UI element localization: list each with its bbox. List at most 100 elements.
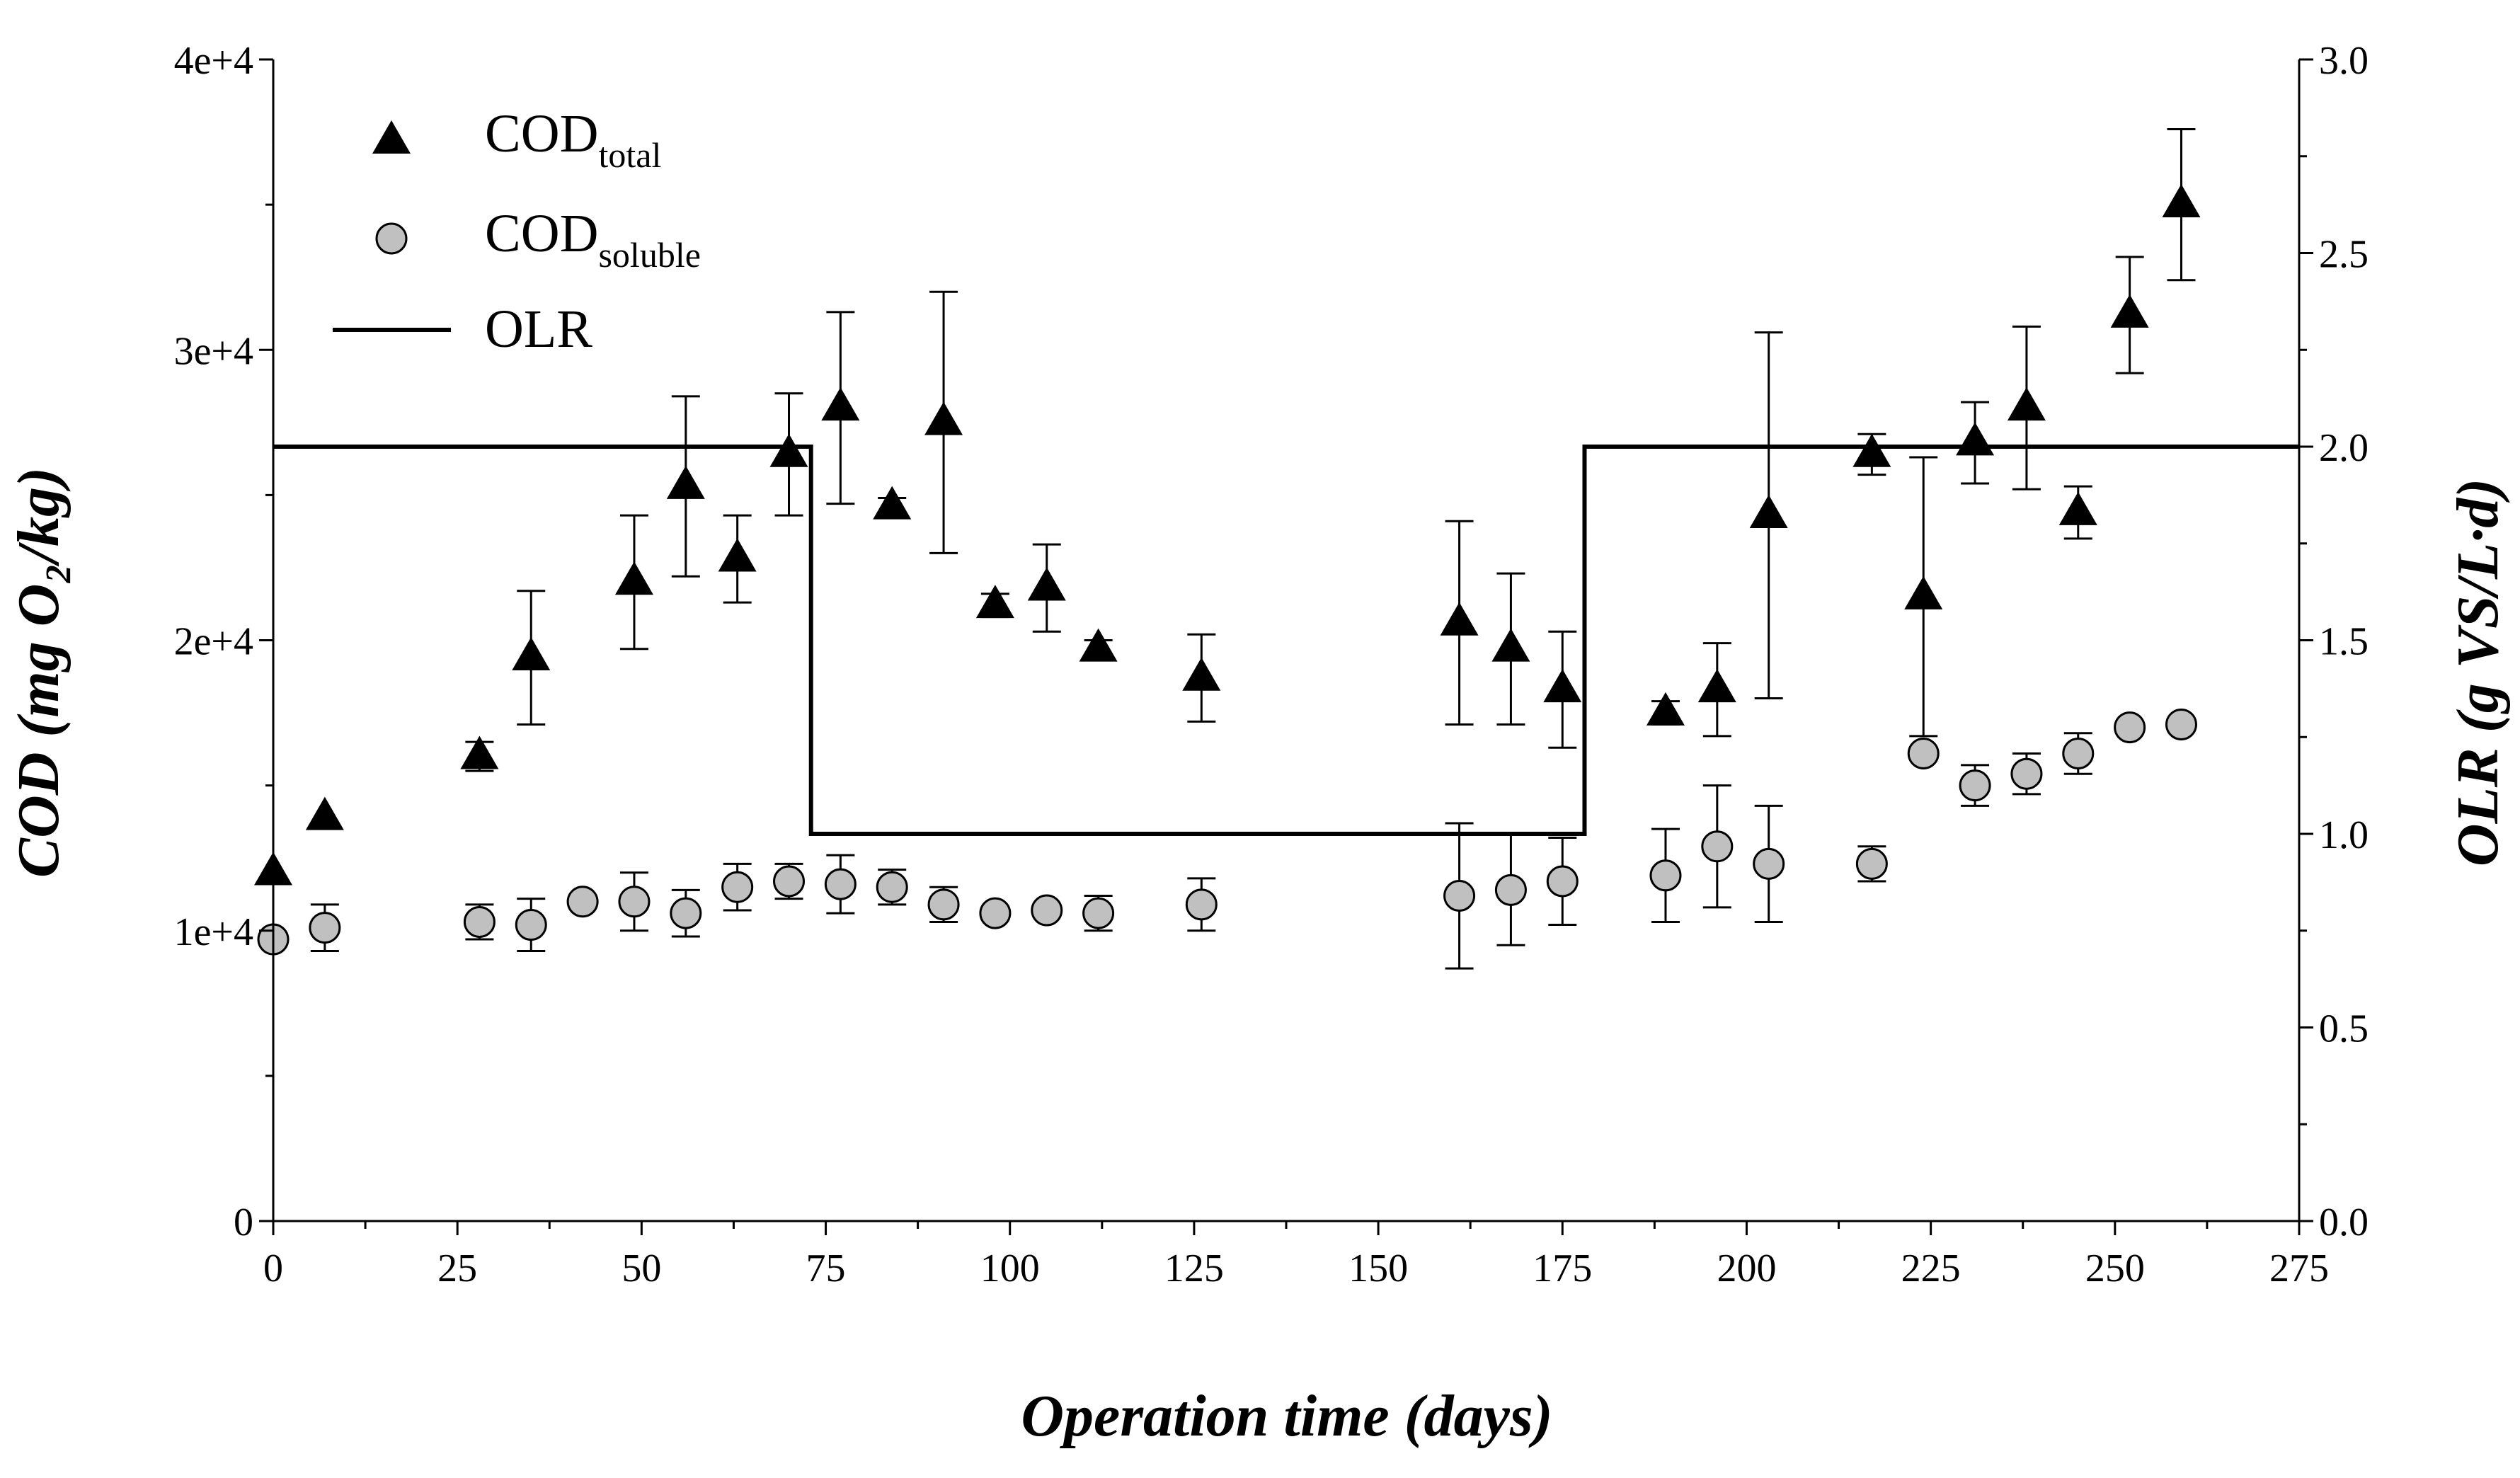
cod-soluble-point xyxy=(1185,888,1218,921)
cod-total-point xyxy=(718,538,757,572)
legend: CODtotal CODsoluble OLR xyxy=(333,104,701,359)
cod-total-point xyxy=(512,636,551,670)
cod-total-point xyxy=(769,433,808,467)
cod-soluble-point xyxy=(1494,873,1527,906)
cod-soluble-point xyxy=(2165,708,2197,740)
cod-soluble-point xyxy=(1031,894,1063,927)
cod-total-point xyxy=(2162,183,2201,217)
y-axis-title-right-text: OLR (g VS/L·d) xyxy=(2445,479,2511,866)
y-right-tick-label: 3.0 xyxy=(2319,39,2369,83)
olr-line-group xyxy=(273,445,2299,836)
x-tick-label: 250 xyxy=(2085,1247,2145,1290)
legend-cod-total-sub: total xyxy=(598,135,661,175)
cod-total-point xyxy=(2110,294,2149,328)
y-axis-title-left-text: COD (mg O₂/kg) xyxy=(6,467,71,878)
cod-total-point xyxy=(975,585,1014,619)
axes: 0 25 50 75 100 125 150 175 200 225 250 275 0 1e+4 2e+4… xyxy=(174,39,2369,1290)
cod-soluble-point xyxy=(309,912,341,944)
cod-soluble-point xyxy=(2010,757,2043,790)
cod-soluble-point xyxy=(515,909,547,941)
legend-triangle-marker xyxy=(372,120,411,154)
x-tick-label: 200 xyxy=(1717,1247,1776,1290)
y-left-tick-label: 4e+4 xyxy=(174,39,253,83)
cod-total-point xyxy=(1749,494,1788,528)
y-right-tick-label: 0.5 xyxy=(2319,1007,2369,1051)
y-axis-title-right: OLR (g VS/L·d) xyxy=(2445,479,2511,866)
x-tick-label: 50 xyxy=(622,1247,661,1290)
y-left-tick-label: 3e+4 xyxy=(174,329,253,373)
cod-soluble-point xyxy=(979,897,1012,929)
x-tick-label: 150 xyxy=(1348,1247,1408,1290)
cod-total-point xyxy=(460,735,499,769)
y-right-tick-label: 1.5 xyxy=(2319,620,2369,664)
cod-soluble-point xyxy=(618,886,651,918)
markers xyxy=(254,183,2201,956)
y-right-tick-label: 2.5 xyxy=(2319,233,2369,277)
cod-total-point xyxy=(305,796,344,830)
cod-total-point xyxy=(1182,657,1221,691)
cod-soluble-point xyxy=(927,888,960,921)
x-tick-label: 125 xyxy=(1164,1247,1224,1290)
cod-total-point xyxy=(1852,433,1891,467)
legend-cod-soluble-main: COD xyxy=(485,204,598,263)
legend-circle-marker xyxy=(375,222,408,255)
x-axis-title: Operation time (days) xyxy=(1021,1383,1552,1449)
y-left-tick-label: 0 xyxy=(234,1201,253,1244)
cod-soluble-point xyxy=(773,865,806,898)
cod-total-point xyxy=(1956,422,1995,456)
legend-cod-total-label: CODtotal xyxy=(485,104,661,175)
legend-cod-soluble-sub: soluble xyxy=(598,235,700,275)
olr-line xyxy=(273,445,2299,836)
cod-total-point xyxy=(1697,669,1736,703)
cod-total-point xyxy=(1543,669,1582,703)
cod-soluble-point xyxy=(463,905,496,938)
x-tick-label: 0 xyxy=(263,1247,283,1290)
cod-soluble-point xyxy=(1959,769,1991,802)
cod-total-point xyxy=(2007,387,2046,421)
cod-soluble-point xyxy=(721,871,754,903)
cod-soluble-point xyxy=(1753,847,1785,880)
legend-cod-total-main: COD xyxy=(485,104,598,164)
x-tick-label: 100 xyxy=(980,1247,1040,1290)
x-tick-label: 225 xyxy=(1901,1247,1961,1290)
legend-olr-label: OLR xyxy=(485,299,592,359)
cod-soluble-point xyxy=(1907,737,1940,769)
cod-total-point xyxy=(873,486,912,520)
cod-total-point xyxy=(1904,575,1943,609)
cod-total-point xyxy=(614,561,653,595)
y-right-tick-label: 0.0 xyxy=(2319,1201,2369,1244)
cod-soluble-point xyxy=(566,886,599,918)
cod-total-point xyxy=(1027,567,1066,601)
cod-soluble-point xyxy=(1082,897,1115,929)
cod-soluble-point xyxy=(1701,830,1734,863)
cod-total-point xyxy=(1646,692,1685,726)
cod-total-point xyxy=(821,387,860,421)
x-tick-label: 175 xyxy=(1533,1247,1592,1290)
x-tick-label: 275 xyxy=(2269,1247,2329,1290)
legend-cod-soluble-label: CODsoluble xyxy=(485,204,701,275)
y-left-tick-label: 2e+4 xyxy=(174,620,253,664)
y-right-tick-label: 2.0 xyxy=(2319,426,2369,470)
cod-soluble-point xyxy=(2114,711,2146,744)
y-right-tick-label: 1.0 xyxy=(2319,813,2369,857)
cod-soluble-point xyxy=(1443,880,1476,912)
cod-total-point xyxy=(1079,628,1118,662)
cod-soluble-point xyxy=(876,871,908,903)
cod-soluble-point xyxy=(1649,859,1682,892)
x-tick-label: 75 xyxy=(806,1247,846,1290)
cod-soluble-point xyxy=(670,897,702,929)
cod-soluble-point xyxy=(1855,847,1888,880)
x-tick-label: 25 xyxy=(437,1247,477,1290)
cod-total-point xyxy=(1491,628,1530,662)
cod-total-point xyxy=(2058,491,2097,525)
y-axis-title-left: COD (mg O₂/kg) xyxy=(6,467,71,878)
y-left-tick-label: 1e+4 xyxy=(174,910,253,954)
cod-soluble-point xyxy=(1546,865,1579,898)
cod-total-point xyxy=(1440,602,1479,636)
cod-total-point xyxy=(924,401,963,435)
cod-total-point xyxy=(666,465,705,499)
cod-soluble-point xyxy=(824,868,857,900)
cod-soluble-point xyxy=(2062,737,2095,769)
